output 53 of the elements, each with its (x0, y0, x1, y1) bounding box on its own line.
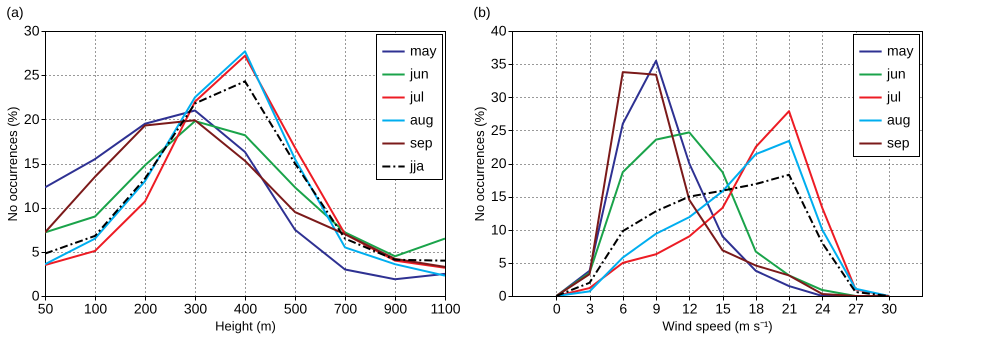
y-tick-label: 15 (490, 188, 507, 204)
x-tick-label: 900 (384, 300, 408, 316)
y-tick-label: 5 (498, 254, 507, 270)
x-axis-title: Height (m) (215, 318, 276, 334)
legend-label: jja (409, 158, 424, 174)
x-tick-label: 30 (881, 300, 898, 316)
y-tick-label: 10 (490, 221, 507, 238)
x-axis-title: Wind speed (m s⁻¹) (662, 318, 773, 334)
x-tick-label: 21 (782, 300, 798, 316)
x-tick-label: 500 (284, 300, 308, 316)
x-tick-label: 3 (586, 300, 594, 316)
x-tick-label: 9 (652, 300, 661, 316)
y-tick-label: 0 (32, 288, 40, 304)
y-axis-title: No occurrences (%) (4, 106, 20, 222)
y-tick-label: 25 (490, 122, 507, 138)
y-tick-label: 10 (24, 199, 40, 216)
chart-title: (a) (6, 4, 24, 20)
x-tick-label: 300 (184, 300, 208, 316)
x-tick-label: 100 (84, 300, 108, 316)
legend-label: jun (886, 66, 906, 82)
legend-label: aug (887, 112, 910, 128)
x-tick-label: 1100 (430, 300, 461, 316)
y-tick-label: 20 (490, 155, 507, 171)
x-tick-label: 12 (682, 300, 698, 316)
y-tick-label: 20 (24, 110, 40, 127)
x-tick-label: 200 (134, 300, 158, 316)
legend-label: sep (410, 134, 433, 150)
y-tick-label: 5 (32, 243, 40, 260)
y-axis-title: No occurrences (%) (472, 106, 487, 222)
y-tick-label: 30 (24, 22, 40, 38)
y-tick-label: 15 (24, 155, 40, 171)
legend-label: aug (410, 112, 434, 128)
x-tick-label: 6 (619, 300, 628, 316)
y-tick-label: 40 (490, 22, 507, 38)
legend-label: jul (409, 88, 424, 104)
x-tick-label: 50 (38, 300, 54, 316)
legend-label: may (887, 42, 914, 58)
x-tick-label: 400 (234, 300, 258, 316)
y-tick-label: 30 (490, 88, 507, 105)
x-tick-label: 24 (814, 300, 831, 316)
x-tick-label: 27 (848, 300, 864, 316)
legend-label: jun (409, 66, 429, 82)
x-tick-label: 18 (748, 300, 764, 316)
x-tick-label: 700 (334, 300, 358, 316)
legend-label: may (410, 42, 436, 58)
legend-label: sep (887, 134, 910, 150)
y-tick-label: 25 (24, 66, 40, 83)
chart-title: (b) (473, 4, 491, 20)
x-tick-label: 15 (715, 300, 732, 316)
y-tick-label: 0 (498, 288, 507, 304)
x-tick-label: 0 (552, 300, 561, 316)
legend-label: jul (886, 88, 902, 104)
y-tick-label: 35 (490, 56, 507, 72)
